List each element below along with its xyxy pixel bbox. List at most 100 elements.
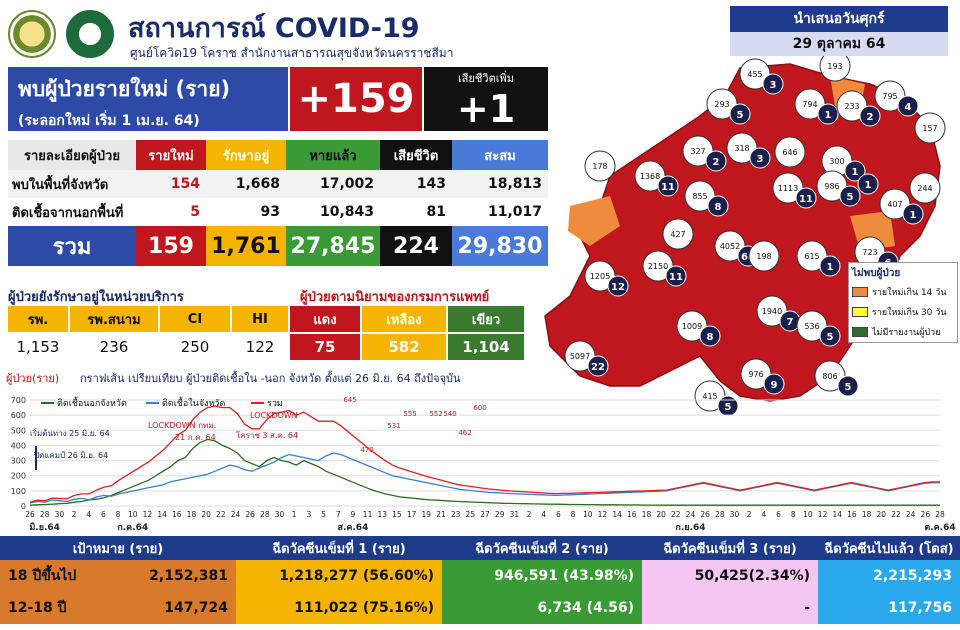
detail-cell: 5: [190, 204, 200, 220]
district-new-bubble: [707, 195, 729, 217]
x-tick-label: 18: [862, 510, 872, 519]
vaccine-header-dose3: ฉีดวัคซีนเข็มที่ 3 (ราย): [642, 536, 818, 560]
legend-label: รายใหม่เกิน 14 วัน: [872, 288, 947, 298]
district-new-count: 4: [905, 102, 912, 113]
detail-cell: 18,813: [487, 176, 542, 192]
legend-series-name: รวม: [267, 399, 283, 409]
legend-series-name: ติดเชื้อในจังหวัด: [162, 396, 225, 409]
district-count: 2150: [648, 262, 668, 271]
district-new-count: 5: [845, 382, 852, 393]
district-new-bubble: [705, 150, 727, 172]
district-count: 300: [829, 157, 844, 166]
district-count: 615: [804, 252, 819, 261]
detail-header-0: รายละเอียดผู้ป่วย: [8, 140, 136, 170]
total-label: รวม: [8, 226, 136, 266]
x-month-label: ก.ย.64: [675, 523, 705, 533]
y-tick-label: 600: [11, 411, 26, 420]
logo-left: [8, 10, 56, 58]
district-new-count: 2: [713, 157, 720, 168]
district-count: 986: [824, 182, 839, 191]
detail-header-5: สะสม: [452, 140, 548, 170]
x-tick-label: 11: [363, 510, 373, 519]
x-tick-label: 3: [306, 510, 311, 519]
facility-title: ผู้ป่วยยังรักษาอยู่ในหน่วยบริการ: [8, 290, 184, 305]
x-tick-label: 1: [292, 510, 297, 519]
district-count-bubble: [584, 150, 616, 182]
x-tick-label: 10: [583, 510, 593, 519]
y-tick-label: 0: [21, 502, 26, 511]
map-orange-area-1: [568, 196, 620, 246]
deaths-tile: เสียชีวิตเพิ่ม +1: [424, 67, 548, 131]
x-tick-label: 4: [541, 510, 546, 519]
peak-data-label: 552: [429, 410, 442, 418]
x-tick-label: 22: [891, 510, 901, 519]
y-tick-label: 500: [11, 426, 26, 435]
detail-header-1: รายใหม่: [136, 140, 206, 170]
detail-cell: 81: [426, 204, 446, 220]
vaccine-dose1: 1,218,277 (56.60%): [236, 560, 442, 592]
peak-data-label: 531: [387, 422, 400, 430]
vaccine-dose1: 111,022 (75.16%): [236, 592, 442, 624]
severity-green: เขียว: [448, 306, 524, 332]
x-tick-label: 30: [55, 510, 65, 519]
district-new-count: 12: [611, 282, 625, 293]
new-cases-title: พบผู้ป่วยรายใหม่ (ราย): [18, 77, 231, 101]
x-tick-label: 16: [847, 510, 857, 519]
district-count: 327: [690, 147, 705, 156]
district-count: 407: [887, 200, 902, 209]
x-tick-label: 26: [700, 510, 710, 519]
district-new-bubble: [837, 375, 859, 397]
district-new-count: 11: [661, 182, 675, 193]
line-chart: ผู้ป่วย(ราย) กราฟเส้น เปรียบเทียบ ผู้ป่ว…: [6, 370, 956, 533]
peak-data-label: 462: [458, 429, 471, 437]
detail-header-4: เสียชีวิต: [380, 140, 452, 170]
district-new-bubble: [717, 395, 739, 416]
y-tick-label: 200: [11, 472, 26, 481]
district-count: 1205: [590, 272, 610, 281]
chart-annotation: เริ่มต้นทาง 25 มิ.ย. 64: [30, 427, 110, 438]
detail-row: พบในพื้นที่จังหวัด 154 1,668 17,002 143 …: [8, 170, 548, 198]
chart-title: กราฟเส้น เปรียบเทียบ ผู้ป่วยติดเชื้อใน -…: [80, 370, 461, 385]
x-tick-label: 12: [818, 510, 828, 519]
district-new-bubble: [762, 73, 784, 95]
district-new-bubble: [819, 255, 841, 277]
x-tick-label: 20: [877, 510, 887, 519]
district-count: 1940: [762, 307, 782, 316]
district-count: 646: [782, 148, 797, 157]
vaccine-target: 2,152,381: [110, 560, 236, 592]
x-month-label: ก.ค.64: [117, 523, 148, 533]
x-tick-label: 24: [686, 510, 696, 519]
district-count: 536: [804, 322, 819, 331]
vaccine-row: 12-18 ปี 147,724 111,022 (75.16%) 6,734 …: [0, 592, 960, 624]
district-count: 157: [922, 124, 937, 133]
x-tick-label: 6: [776, 510, 781, 519]
detail-row-label: ติดเชื้อจากนอกพื้นที่: [12, 205, 124, 221]
district-new-count: 1: [865, 180, 872, 191]
peak-data-label: 645: [343, 396, 356, 404]
detail-cell: 17,002: [319, 176, 374, 192]
x-month-label: ต.ค.64: [924, 523, 955, 533]
page-title: สถานการณ์ COVID-19: [128, 13, 420, 44]
vaccine-header-dose2: ฉีดวัคซีนเข็มที่ 2 (ราย): [442, 536, 642, 560]
district-count: 806: [822, 372, 837, 381]
vaccine-dose2: 6,734 (4.56): [442, 592, 642, 624]
district-new-bubble: [699, 325, 721, 347]
peak-data-label: 470: [360, 446, 373, 454]
district-new-bubble: [749, 147, 771, 169]
district-count-bubble: [909, 172, 941, 204]
detail-row-label: พบในพื้นที่จังหวัด: [12, 177, 109, 193]
district-new-count: 2: [867, 112, 874, 123]
peak-data-label: 540: [443, 410, 456, 418]
x-tick-label: 19: [422, 510, 432, 519]
x-tick-label: 8: [571, 510, 576, 519]
severity-values: 75 582 1,104: [290, 334, 524, 360]
district-count: 5097: [570, 352, 590, 361]
district-new-count: 9: [771, 380, 778, 391]
deaths-label: เสียชีวิตเพิ่ม: [458, 72, 514, 85]
x-tick-label: 6: [101, 510, 106, 519]
x-tick-label: 16: [627, 510, 637, 519]
district-count: 293: [714, 100, 729, 109]
x-tick-label: 12: [143, 510, 153, 519]
district-new-bubble: [665, 265, 687, 287]
series-line-ติดเชื้อในจังหวัด: [29, 452, 940, 504]
